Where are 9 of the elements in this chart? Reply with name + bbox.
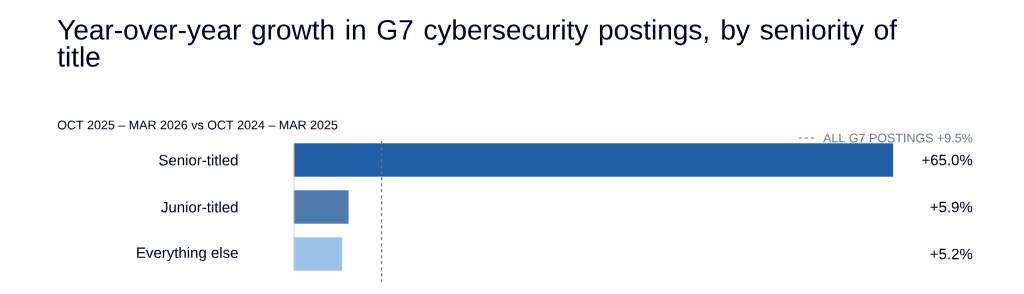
y-tick-label: Senior-titled [159, 154, 238, 166]
chart-subtitle: OCT 2025 – MAR 2026 vs OCT 2024 – MAR 2025 [57, 120, 338, 130]
data-label: +5.9% [930, 201, 973, 213]
data-label: +65.0% [922, 154, 973, 166]
ref-line-label: ALL G7 POSTINGS +9.5% [823, 133, 973, 143]
y-tick-label: Junior-titled [161, 201, 238, 213]
data-label: +5.2% [930, 248, 973, 260]
y-tick-label: Everything else [137, 247, 238, 261]
chart-title: Year-over-year growth in G7 cybersecurity postings, by seniority of title [57, 19, 898, 67]
